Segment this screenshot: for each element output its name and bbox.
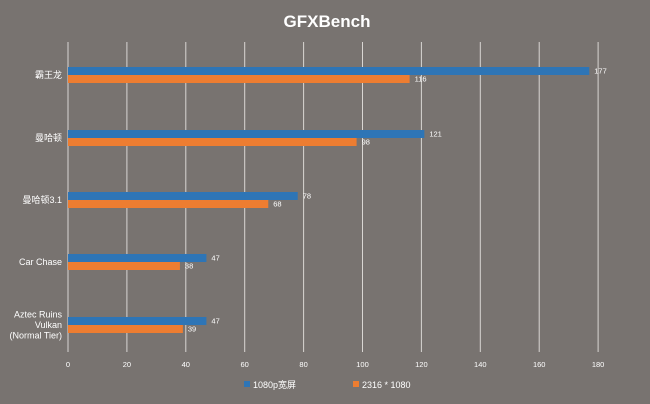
x-tick-label-0: 0: [66, 360, 70, 369]
data-label-0-1: 116: [415, 75, 427, 84]
chart-title: GFXBench: [284, 12, 371, 31]
data-label-1-0: 121: [429, 130, 442, 139]
category-label-line: Aztec Ruins: [14, 310, 63, 320]
data-label-3-0: 47: [211, 254, 219, 263]
x-tick-label-5: 100: [356, 360, 369, 369]
x-axis-ticks: 0 20 40 60 80 100 120 140 160 180: [66, 360, 604, 369]
data-label-4-0: 47: [211, 317, 219, 326]
bar-4-1: [68, 325, 183, 333]
data-label-0-0: 177: [594, 67, 607, 76]
bar-2-0: [68, 192, 298, 200]
legend: 1080p宽屏 2316 * 1080: [244, 379, 411, 390]
category-label-0: 霸王龙: [35, 69, 62, 80]
x-tick-label-3: 60: [241, 360, 249, 369]
bar-0-1: [68, 75, 410, 83]
x-tick-label-7: 140: [474, 360, 487, 369]
data-labels: 177 116 121 98 78 68 47 38 47 39: [185, 67, 607, 334]
category-label-line: (Normal Tier): [9, 331, 62, 341]
data-label-1-1: 98: [362, 138, 370, 147]
x-tick-label-8: 160: [533, 360, 546, 369]
category-label-1: 曼哈顿: [35, 132, 62, 143]
data-label-2-0: 78: [303, 192, 311, 201]
category-label-line: Vulkan: [35, 320, 62, 330]
legend-label-1: 2316 * 1080: [362, 380, 411, 390]
x-tick-label-6: 120: [415, 360, 428, 369]
bar-1-1: [68, 138, 357, 146]
legend-label-0: 1080p宽屏: [253, 379, 296, 390]
x-tick-label-9: 180: [592, 360, 605, 369]
data-label-4-1: 39: [188, 325, 196, 334]
data-label-2-1: 68: [273, 200, 281, 209]
x-tick-label-2: 40: [182, 360, 190, 369]
x-tick-label-1: 20: [123, 360, 131, 369]
x-tick-label-4: 80: [299, 360, 307, 369]
category-label-3: Car Chase: [19, 257, 62, 267]
bar-2-1: [68, 200, 269, 208]
bar-1-0: [68, 130, 425, 138]
category-label-line: 曼哈顿3.1: [22, 194, 62, 205]
category-label-line: 曼哈顿: [35, 132, 62, 143]
legend-swatch-0: [244, 381, 250, 387]
bar-3-0: [68, 254, 207, 262]
bar-3-1: [68, 262, 180, 270]
grid-lines: [67, 42, 599, 352]
category-label-line: 霸王龙: [35, 69, 62, 80]
bar-0-0: [68, 67, 590, 75]
category-label-2: 曼哈顿3.1: [22, 194, 62, 205]
bar-4-0: [68, 317, 207, 325]
data-label-3-1: 38: [185, 262, 193, 271]
bars: [68, 67, 590, 333]
legend-swatch-1: [353, 381, 359, 387]
category-label-4: Aztec Ruins Vulkan (Normal Tier): [9, 310, 62, 341]
category-label-line: Car Chase: [19, 257, 62, 267]
